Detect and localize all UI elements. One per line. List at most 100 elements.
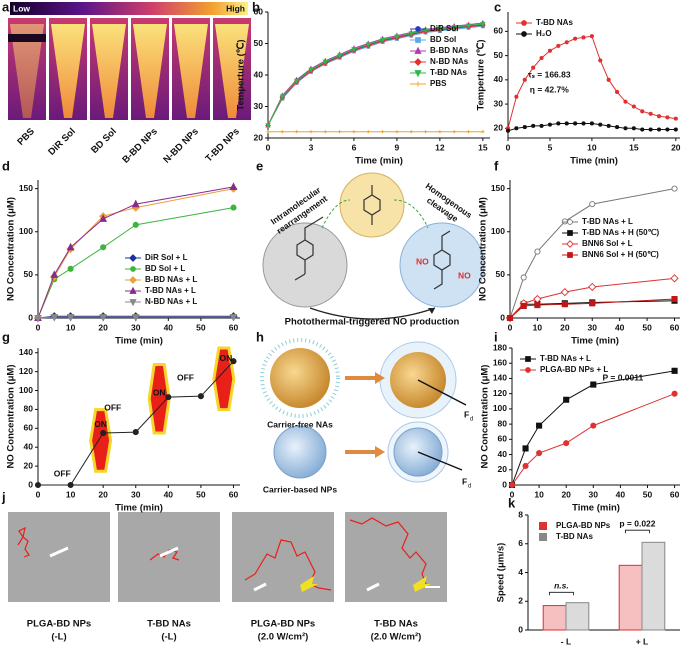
sphere <box>273 425 327 479</box>
data-point <box>556 121 561 126</box>
x-tick-label: 20 <box>98 322 108 332</box>
data-point <box>451 25 457 31</box>
legend-marker <box>525 367 531 373</box>
arrow <box>309 307 436 320</box>
bar <box>618 564 643 631</box>
y-tick-label: 60 <box>498 434 508 444</box>
data-point <box>67 481 74 489</box>
x-tick-label: 50 <box>196 489 206 499</box>
annotation: η = 42.7% <box>530 84 569 94</box>
y-axis-label: NO Concentration (μM) <box>480 365 491 469</box>
series-line <box>509 188 675 319</box>
annotation: τₛ = 166.83 <box>528 69 571 79</box>
legend-marker <box>521 20 527 26</box>
data-point <box>531 65 536 70</box>
annotation: ON <box>219 353 232 363</box>
panel-letter: f <box>494 158 499 173</box>
x-tick-label: 10 <box>534 489 544 499</box>
y-tick-label: 0 <box>28 479 33 489</box>
tube-glow <box>215 24 249 118</box>
significance-bracket <box>625 529 650 534</box>
legend-label: H₂O <box>536 29 552 38</box>
legend-marker <box>567 219 573 225</box>
data-point <box>581 121 586 126</box>
tube-glow <box>92 24 126 118</box>
data-point <box>671 185 678 192</box>
y-tick-label: 8 <box>518 509 523 519</box>
legend-marker <box>130 266 136 272</box>
no-label: NO <box>416 256 429 266</box>
spikes <box>260 338 340 418</box>
data-point <box>336 53 343 59</box>
legend-label: PBS <box>430 79 447 88</box>
data-point <box>522 445 529 452</box>
data-point <box>395 130 399 134</box>
data-point <box>673 127 678 132</box>
y-tick-label: 0 <box>518 624 523 634</box>
y-tick-label: 140 <box>493 373 507 383</box>
y-tick-label: 40 <box>498 449 508 459</box>
series-line <box>38 360 234 486</box>
data-point <box>309 130 313 134</box>
annotation: ON <box>94 419 107 429</box>
panel-letter: a <box>2 0 10 14</box>
legend-label: N-BD NAs + L <box>145 297 197 306</box>
data-point <box>648 127 653 132</box>
x-tick-label: 20 <box>561 489 571 499</box>
image-caption: T-BD NAs <box>374 619 418 630</box>
data-point <box>581 35 586 40</box>
data-point <box>380 130 385 134</box>
y-axis-label: NO Concentration (μM) <box>6 197 17 301</box>
data-point <box>556 43 561 48</box>
x-tick-label: 3 <box>309 142 314 152</box>
arrow <box>345 376 375 454</box>
legend-swatch <box>539 522 547 530</box>
data-point <box>520 274 527 281</box>
force-label: F <box>462 476 467 486</box>
legend-marker <box>566 240 574 248</box>
data-point <box>598 58 603 63</box>
x-tick-label: 6 <box>352 142 357 152</box>
caption: Photothermal-triggered NO production <box>285 317 460 328</box>
data-point <box>640 109 645 114</box>
data-point <box>665 115 670 120</box>
image-caption: PLGA-BD NPs <box>251 619 315 630</box>
carrier-label: Carrier-free NAs <box>267 419 333 429</box>
sample-label: PBS <box>15 126 37 148</box>
scale-low: Low <box>13 3 30 13</box>
y-axis-label: Temperture (℃) <box>476 39 487 110</box>
carrier-diagram: Carrier-free NAs Carrier-based NPs F d F… <box>260 338 473 494</box>
panel-letter: h <box>256 329 264 344</box>
series-line <box>37 316 234 319</box>
sample-label: BD Sol <box>89 126 119 156</box>
data-point <box>230 204 237 211</box>
legend-label: BD Sol + L <box>145 264 185 273</box>
data-point <box>466 130 471 134</box>
x-tick-label: 50 <box>643 489 653 499</box>
legend-label: T-BD NAs + H (50℃) <box>582 228 660 237</box>
y-tick-label: 50 <box>494 50 504 60</box>
y-tick-label: 120 <box>493 388 507 398</box>
data-point <box>631 104 636 109</box>
x-tick-label: 20 <box>560 322 570 332</box>
direction-arrow <box>253 582 267 592</box>
x-tick-label: - L <box>561 636 571 646</box>
data-point <box>514 126 519 131</box>
molecule-circle <box>399 222 485 308</box>
x-tick-label: 10 <box>66 489 76 499</box>
data-point <box>547 122 553 127</box>
x-tick-label: 60 <box>229 322 239 332</box>
data-point <box>536 422 543 429</box>
y-tick-label: 100 <box>19 226 33 236</box>
x-tick-label: 40 <box>616 489 626 499</box>
series-line <box>511 370 675 486</box>
panel-letter: c <box>494 0 501 14</box>
y-tick-label: 20 <box>494 123 504 133</box>
mechanism-diagram: Intramolecular rearrangement Homogenous … <box>262 172 485 328</box>
y-tick-label: 100 <box>491 226 505 236</box>
data-point <box>131 199 140 208</box>
y-tick-label: 50 <box>24 269 34 279</box>
x-tick-label: 40 <box>615 322 625 332</box>
data-point <box>648 111 653 116</box>
